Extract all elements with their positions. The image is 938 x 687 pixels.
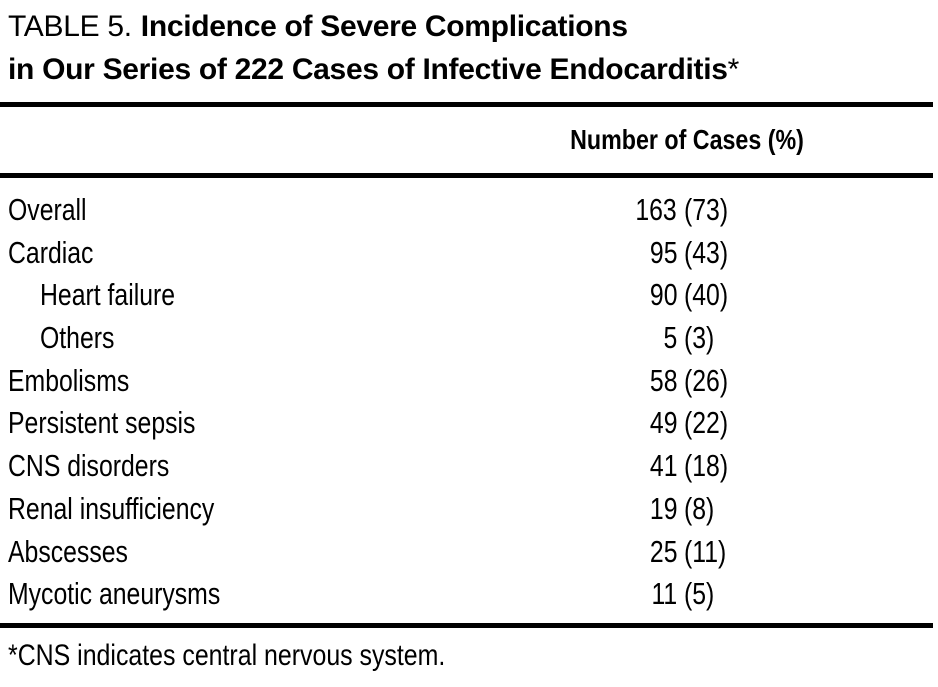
row-percent: (43) [684, 234, 729, 270]
table-row: Renal insufficiency 19 (8) [0, 488, 938, 531]
row-count: 19 [649, 490, 677, 526]
header-rule [0, 173, 933, 178]
table-title-line1: TABLE 5. Incidence of Severe Complication… [8, 5, 739, 48]
row-percent: (22) [684, 405, 729, 441]
row-label: Mycotic aneurysms [8, 576, 221, 612]
row-label: CNS disorders [8, 448, 170, 484]
table-footnote: *CNS indicates central nervous system. [8, 639, 446, 672]
row-count: 163 [635, 192, 677, 227]
table-number: TABLE 5. [8, 10, 132, 43]
row-label: Cardiac [8, 234, 94, 270]
table-title-text-2: in Our Series of 222 Cases of Infective … [8, 53, 728, 86]
row-count: 58 [649, 362, 677, 398]
row-count: 11 [651, 576, 677, 612]
table-row: Others 5 (3) [0, 317, 938, 360]
row-label: Overall [8, 192, 87, 227]
row-percent: (40) [684, 277, 729, 313]
table-row: Heart failure 90 (40) [0, 274, 938, 317]
table-row: Abscesses 25 (11) [0, 531, 938, 574]
row-percent: (11) [684, 533, 727, 569]
row-label: Others [40, 320, 115, 356]
table-title-text-1: Incidence of Severe Complications [140, 10, 628, 43]
table-row: Persistent sepsis 49 (22) [0, 402, 938, 445]
table-row: Mycotic aneurysms 11 (5) [0, 573, 938, 616]
table-row: CNS disorders 41 (18) [0, 445, 938, 488]
row-count: 90 [649, 277, 677, 313]
row-label: Heart failure [40, 277, 176, 313]
table-title-line2: in Our Series of 222 Cases of Infective … [8, 48, 739, 91]
row-count: 41 [649, 448, 677, 484]
bottom-rule [0, 623, 933, 628]
column-header-number-of-cases: Number of Cases (%) [570, 124, 804, 155]
table-row: Embolisms 58 (26) [0, 360, 938, 403]
row-label: Embolisms [8, 362, 130, 398]
row-count: 49 [649, 405, 677, 441]
table-row: Cardiac 95 (43) [0, 232, 938, 275]
row-count: 5 [663, 320, 677, 356]
row-label: Persistent sepsis [8, 405, 196, 441]
row-count: 95 [649, 234, 677, 270]
row-percent: (26) [684, 362, 729, 398]
row-percent: (3) [684, 320, 715, 356]
table-title: TABLE 5. Incidence of Severe Complication… [8, 5, 739, 91]
row-percent: (18) [684, 448, 729, 484]
row-count: 25 [649, 533, 677, 569]
row-percent: (8) [684, 490, 715, 526]
row-percent: (73) [684, 192, 729, 227]
row-percent: (5) [684, 576, 715, 612]
row-label: Renal insufficiency [8, 490, 215, 526]
top-rule [0, 102, 933, 107]
table-row: Overall 163 (73) [0, 189, 938, 232]
title-footnote-marker: * [727, 53, 740, 86]
table-body: Overall 163 (73) Cardiac 95 (43) Heart f… [0, 189, 938, 616]
row-label: Abscesses [8, 533, 128, 569]
